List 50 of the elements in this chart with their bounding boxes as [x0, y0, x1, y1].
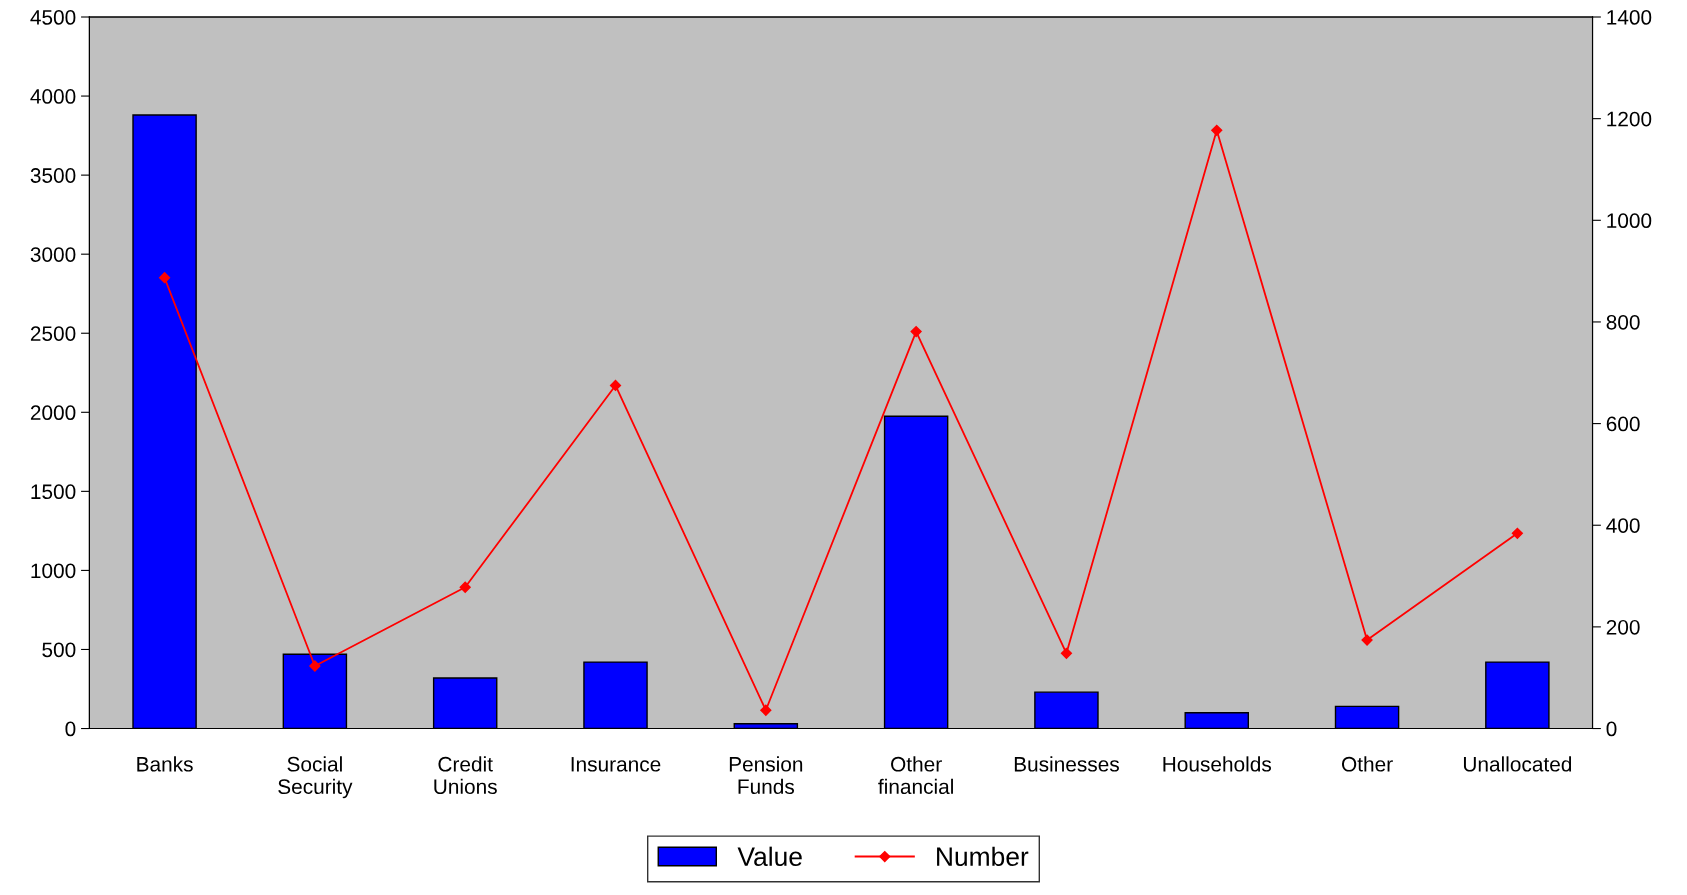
y2-tick-label: 1400 — [1607, 10, 1652, 25]
y2-tick-label: 1200 — [1607, 111, 1652, 127]
y2-tick-label: 1000 — [1607, 213, 1652, 229]
x-tick-label: Insurance — [571, 757, 661, 772]
bar — [132, 114, 197, 729]
point — [1211, 124, 1223, 136]
bar — [583, 661, 648, 729]
bar — [1485, 661, 1550, 729]
y2-tick-label: 200 — [1606, 619, 1640, 635]
y-tick-label: 2500 — [30, 326, 76, 341]
x-tick-label: Businesses — [1014, 756, 1119, 772]
bar — [733, 723, 799, 729]
y2-tick-label: 400 — [1606, 518, 1640, 533]
y-tick-label: 500 — [42, 642, 76, 658]
y2-tick-label: 800 — [1606, 314, 1640, 330]
bar — [1334, 705, 1400, 729]
y-tick-label: 3000 — [30, 247, 76, 262]
point — [609, 379, 622, 392]
y-tick-label: 4000 — [30, 89, 76, 104]
point — [1060, 647, 1073, 659]
x-tick-label: Other — [1342, 756, 1393, 772]
x-tick-label: Banks — [137, 756, 193, 772]
point — [158, 272, 171, 284]
x-tick-label: Pension Funds — [729, 756, 803, 795]
bar — [883, 415, 949, 729]
x-tick-label: Other financial — [878, 756, 953, 795]
point — [459, 581, 471, 593]
x-tick-label: Social Security — [278, 756, 353, 799]
bar — [1034, 691, 1099, 729]
x-tick-label: Unallocated — [1463, 756, 1572, 772]
y-tick-label: 2000 — [30, 405, 76, 421]
y-tick-label: 0 — [65, 721, 76, 737]
y2-tick-label: 600 — [1606, 416, 1640, 432]
bar — [432, 677, 498, 729]
bar — [282, 653, 348, 729]
point — [309, 660, 321, 672]
point — [910, 325, 922, 338]
legend-label: Value — [737, 846, 802, 867]
y-tick-label: 4500 — [30, 10, 76, 25]
legend-label: Number — [937, 846, 1029, 867]
x-tick-label: Credit Unions — [434, 756, 497, 795]
y-tick-label: 1000 — [31, 563, 76, 579]
point — [1511, 527, 1523, 539]
y2-tick-label: 0 — [1606, 721, 1617, 737]
bar — [1184, 712, 1250, 729]
x-tick-label: Households — [1163, 756, 1272, 772]
point — [760, 704, 772, 716]
point — [1361, 634, 1373, 646]
y-tick-label: 1500 — [31, 484, 76, 500]
y-tick-label: 3500 — [30, 168, 76, 183]
